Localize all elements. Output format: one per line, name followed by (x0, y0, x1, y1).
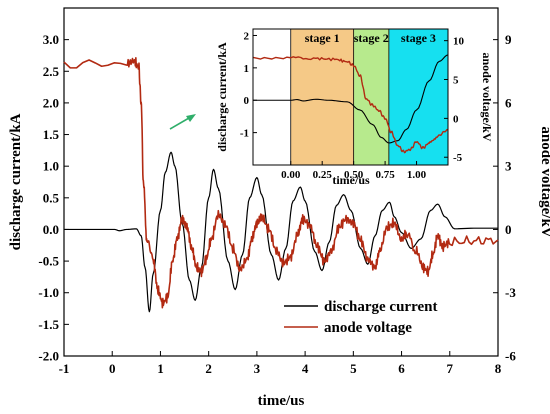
inset-y-right-tick-label: 5 (453, 75, 459, 87)
inset-y-left-ticks: -1 0 1 2 (240, 30, 257, 140)
stage-region-2 (353, 29, 389, 165)
stage-label-3: stage 3 (401, 31, 436, 45)
inset-y-right-tick-label: 10 (453, 36, 465, 48)
y-left-tick-label: 2.0 (43, 95, 59, 110)
x-tick-label: -1 (59, 361, 70, 376)
inset-x-ticks: 0.00 0.25 0.50 0.75 1.00 (281, 161, 427, 181)
inset-x-tick-label: 1.00 (407, 169, 427, 181)
inset-y-right-tick-label: 0 (453, 113, 459, 125)
y-left-tick-label: -0.5 (38, 254, 59, 269)
stage-region-3 (388, 29, 448, 165)
main-y-right-ticks: -6 -3 0 3 6 9 (493, 32, 516, 364)
inset-y-right-ticks: -5 0 5 10 (444, 36, 465, 164)
series-line-anode-voltage (63, 56, 499, 309)
y-left-tick-label: 0.0 (43, 222, 59, 237)
y-right-tick-label: -6 (505, 349, 516, 364)
inset-frame (252, 28, 449, 166)
y-right-axis-title: anode voltage/kV (538, 126, 550, 237)
x-tick-label: 5 (350, 361, 357, 376)
x-tick-label: 8 (495, 361, 502, 376)
inset-y-left-tick-label: 0 (244, 95, 250, 107)
x-tick-label: 7 (447, 361, 454, 376)
inset-stage-regions: stage 1 stage 2 stage 3 (290, 29, 448, 165)
inset-y-left-tick-label: 2 (244, 30, 250, 42)
inset-series-line-anode-voltage (252, 56, 449, 154)
y-right-tick-label: 0 (505, 222, 512, 237)
inset-y-right-axis-title: anode voltage/kV (480, 52, 494, 141)
inset-plot: stage 1 stage 2 stage 3 0.00 0.25 0.50 0.75 1.… (215, 28, 494, 187)
inset-y-left-tick-label: -1 (240, 128, 249, 140)
legend-label-anode-voltage: anode voltage (324, 320, 412, 336)
y-right-tick-label: 3 (505, 159, 512, 174)
series-line-discharge-current (64, 151, 498, 313)
inset-y-left-tick-label: 1 (244, 63, 250, 75)
x-tick-label: 6 (398, 361, 405, 376)
y-right-tick-label: 6 (505, 95, 512, 110)
stage-region-1 (290, 29, 354, 165)
arrow-icon (169, 114, 196, 130)
x-tick-label: 3 (254, 361, 261, 376)
x-tick-label: 4 (302, 361, 309, 376)
inset-x-tick-label: 0.50 (344, 169, 364, 181)
y-left-tick-label: 2.5 (43, 64, 60, 79)
x-axis-title: time/us (258, 393, 305, 409)
y-right-tick-label: 9 (505, 32, 512, 47)
legend: discharge current anode voltage (284, 299, 437, 336)
x-tick-label: 0 (109, 361, 116, 376)
y-right-tick-label: -3 (505, 285, 516, 300)
y-left-tick-label: 1.0 (43, 159, 59, 174)
main-y-left-ticks: -2.0 -1.5 -1.0 -0.5 0.0 0.5 1.0 1.5 2.0 2.5 3.0 (38, 32, 69, 364)
y-left-tick-label: -2.0 (38, 349, 59, 364)
y-left-tick-label: 3.0 (43, 32, 59, 47)
inset-x-axis-title: time/us (332, 173, 370, 187)
y-left-tick-label: -1.5 (38, 317, 59, 332)
inset-x-tick-label: 0.00 (281, 169, 301, 181)
y-left-tick-label: -1.0 (38, 285, 59, 300)
y-left-tick-label: 0.5 (43, 190, 60, 205)
main-series-layer (63, 56, 499, 313)
inset-y-right-tick-label: -5 (453, 152, 463, 164)
stage-label-1: stage 1 (305, 31, 340, 45)
inset-series-layer (252, 54, 449, 154)
legend-label-discharge-current: discharge current (324, 299, 437, 315)
main-x-ticks: -1 0 1 2 3 4 5 6 7 8 (59, 351, 502, 376)
x-tick-label: 2 (205, 361, 212, 376)
y-left-axis-title: discharge current/kA (8, 113, 24, 250)
x-tick-label: 1 (157, 361, 164, 376)
stage-label-2: stage 2 (354, 31, 389, 45)
y-left-tick-label: 1.5 (43, 127, 60, 142)
inset-y-left-axis-title: discharge current/kA (215, 42, 229, 152)
inset-x-tick-label: 0.25 (313, 169, 333, 181)
inset-x-tick-label: 0.75 (375, 169, 395, 181)
inset-series-line-discharge-current (253, 54, 449, 144)
